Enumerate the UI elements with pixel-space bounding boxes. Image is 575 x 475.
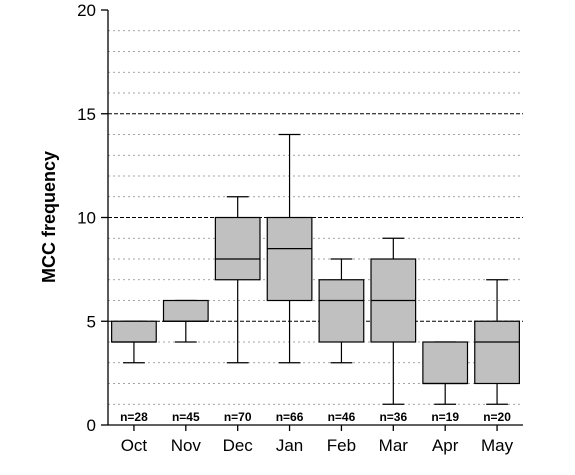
box-may bbox=[474, 279, 520, 405]
x-tick-label: Jan bbox=[276, 436, 303, 455]
sample-size-label: n=70 bbox=[224, 410, 252, 424]
x-tick-label: Dec bbox=[223, 436, 254, 455]
box-feb bbox=[318, 258, 365, 364]
iqr-box bbox=[318, 279, 365, 343]
y-tick-label: 15 bbox=[77, 105, 96, 124]
iqr-box bbox=[111, 320, 157, 343]
box-nov bbox=[162, 299, 209, 343]
sample-size-label: n=19 bbox=[431, 410, 459, 424]
iqr-box bbox=[214, 216, 261, 281]
box-oct bbox=[111, 320, 157, 364]
x-tick-label: Apr bbox=[432, 436, 459, 455]
iqr-box bbox=[266, 216, 313, 302]
y-tick-label: 20 bbox=[77, 1, 96, 20]
iqr-box bbox=[162, 299, 209, 322]
sample-size-label: n=45 bbox=[172, 410, 200, 424]
box-apr bbox=[422, 341, 469, 405]
x-tick-label: Mar bbox=[379, 436, 409, 455]
sample-size-label: n=66 bbox=[276, 410, 304, 424]
box-mar bbox=[370, 237, 417, 405]
box-jan bbox=[266, 133, 313, 364]
box-dec bbox=[214, 196, 261, 364]
y-tick-label: 10 bbox=[77, 209, 96, 228]
iqr-box bbox=[422, 341, 469, 385]
sample-size-label: n=46 bbox=[328, 410, 356, 424]
y-axis-label: MCC frequency bbox=[39, 151, 59, 283]
y-tick-label: 0 bbox=[87, 416, 96, 435]
sample-size-label: n=20 bbox=[483, 410, 511, 424]
tick-labels: 0 5 10 15 20 n=28 Oct n=45 Nov n=70 Dec n=66 Jan n=46… bbox=[77, 1, 514, 455]
iqr-box bbox=[474, 320, 520, 385]
axes bbox=[101, 9, 523, 431]
sample-size-label: n=28 bbox=[120, 410, 148, 424]
x-tick-label: Oct bbox=[121, 436, 148, 455]
x-tick-label: Nov bbox=[171, 436, 202, 455]
sample-size-label: n=36 bbox=[379, 410, 407, 424]
x-tick-label: May bbox=[481, 436, 514, 455]
y-tick-label: 5 bbox=[87, 312, 96, 331]
x-tick-label: Feb bbox=[327, 436, 356, 455]
box-series bbox=[111, 133, 520, 405]
